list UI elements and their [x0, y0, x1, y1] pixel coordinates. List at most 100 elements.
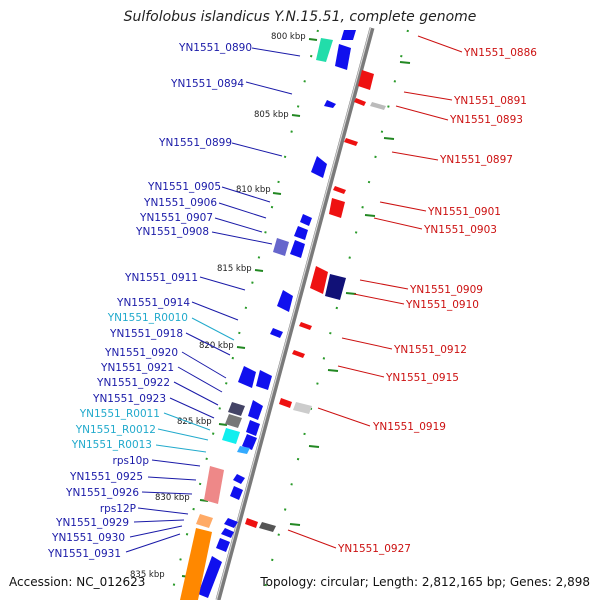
right-labels: YN1551_0886 YN1551_0891 YN1551_0893 YN15… — [337, 47, 537, 555]
gene-arrow — [233, 474, 245, 484]
ruler-tick — [236, 346, 246, 349]
leader-line — [231, 142, 283, 157]
gene-arrow — [311, 156, 327, 178]
reverse-genes — [245, 70, 374, 528]
gene-label: YN1551_0931 — [47, 548, 121, 560]
leader-line — [214, 217, 263, 233]
leader-line — [359, 279, 409, 290]
gene-arrow — [333, 186, 346, 194]
gene-label: YN1551_0914 — [116, 297, 190, 309]
gene-arrow — [238, 366, 256, 388]
leader-line — [221, 186, 271, 203]
rna-feature — [225, 414, 242, 428]
rna-feature — [222, 428, 240, 444]
gene-label: YN1551_0891 — [453, 95, 527, 107]
leader-line — [245, 81, 293, 95]
ruler-tick — [291, 114, 301, 117]
gene-label: rps10p — [113, 455, 150, 467]
gene-arrow — [277, 290, 293, 312]
gene-arrow — [230, 486, 243, 500]
ruler-tick-right — [399, 61, 411, 64]
gene-label: YN1551_0920 — [104, 347, 178, 359]
ruler: 800 kbp 805 kbp 810 kbp 815 kbp 820 kbp … — [130, 32, 411, 580]
gene-block — [259, 522, 276, 532]
ruler-label: 800 kbp — [271, 32, 306, 42]
genome-summary: Topology: circular; Length: 2,812,165 bp… — [260, 575, 590, 589]
leader-line — [395, 105, 449, 121]
gene-arrow — [324, 100, 336, 108]
ruler-tick-right — [327, 369, 339, 372]
gene-arrow — [245, 518, 258, 528]
ruler-tick-right — [308, 445, 320, 448]
gene-arrow — [299, 322, 312, 330]
rna-feature — [204, 466, 224, 504]
gene-arrow — [310, 266, 328, 294]
gene-label: YN1551_0908 — [135, 226, 209, 238]
gene-label: YN1551_0906 — [143, 197, 217, 209]
gene-label: YN1551_0909 — [409, 284, 483, 296]
leader-line — [317, 407, 371, 427]
leader-line — [141, 491, 193, 495]
leader-line — [379, 201, 427, 212]
leader-line — [373, 217, 423, 230]
gene-label: YN1551_0897 — [439, 154, 513, 166]
gene-block — [325, 274, 346, 300]
leader-line — [147, 476, 197, 481]
leader-line — [391, 151, 439, 161]
gene-label: YN1551_0901 — [427, 206, 501, 218]
leader-line — [133, 519, 185, 523]
gene-arrow — [290, 240, 305, 258]
gene-label: YN1551_R0010 — [107, 312, 188, 324]
leader-line — [191, 301, 239, 321]
gene-arrow — [341, 30, 356, 40]
rna-features — [180, 38, 333, 600]
gene-arrow — [198, 556, 222, 598]
left-leader-lines — [125, 47, 301, 553]
gene-arrow — [248, 400, 263, 420]
rna-feature — [273, 238, 289, 256]
gene-arrow — [224, 518, 238, 528]
gene-arrow — [329, 198, 345, 218]
gene-arrow — [246, 420, 260, 436]
gene-label: YN1551_0886 — [463, 47, 537, 59]
gene-label: YN1551_0910 — [405, 299, 479, 311]
genome-backbone-highlight — [215, 27, 372, 600]
rna-feature — [180, 528, 212, 600]
ruler-tick-right — [364, 214, 376, 217]
rna-feature — [237, 446, 250, 454]
ruler-tick — [254, 269, 264, 272]
ruler-label: 810 kbp — [236, 185, 271, 195]
gene-label: YN1551_0922 — [96, 377, 170, 389]
gene-label: YN1551_0925 — [69, 471, 143, 483]
map-title: Sulfolobus islandicus Y.N.15.51, complet… — [123, 9, 477, 25]
gene-label: YN1551_R0011 — [79, 408, 160, 420]
leader-line — [169, 397, 215, 419]
gene-label: YN1551_0915 — [385, 372, 459, 384]
leader-line — [417, 35, 463, 53]
leader-line — [157, 428, 209, 441]
gene-label: YN1551_0890 — [178, 42, 252, 54]
ruler-tick — [218, 423, 228, 426]
gene-arrow — [335, 44, 351, 70]
gene-label: YN1551_0905 — [147, 181, 221, 193]
rna-feature — [316, 38, 333, 62]
leader-line — [151, 459, 201, 467]
genome-backbone — [215, 27, 375, 600]
gene-label: YN1551_0921 — [100, 362, 174, 374]
leader-line — [163, 412, 211, 431]
gene-block — [293, 402, 312, 414]
ruler-label: 830 kbp — [155, 493, 190, 503]
leader-line — [185, 332, 231, 356]
leader-line — [173, 381, 219, 406]
leader-line — [337, 365, 385, 378]
left-labels: YN1551_0890 YN1551_0894 YN1551_0899 YN15… — [47, 42, 252, 560]
gene-label: YN1551_0926 — [65, 487, 139, 499]
gene-label: YN1551_R0012 — [75, 424, 156, 436]
gene-arrow — [270, 328, 283, 338]
ruler-label: 805 kbp — [254, 110, 289, 120]
gene-label: YN1551_0907 — [139, 212, 213, 224]
right-leader-lines — [287, 35, 463, 549]
leader-line — [125, 533, 181, 553]
ruler-tick — [199, 499, 209, 502]
